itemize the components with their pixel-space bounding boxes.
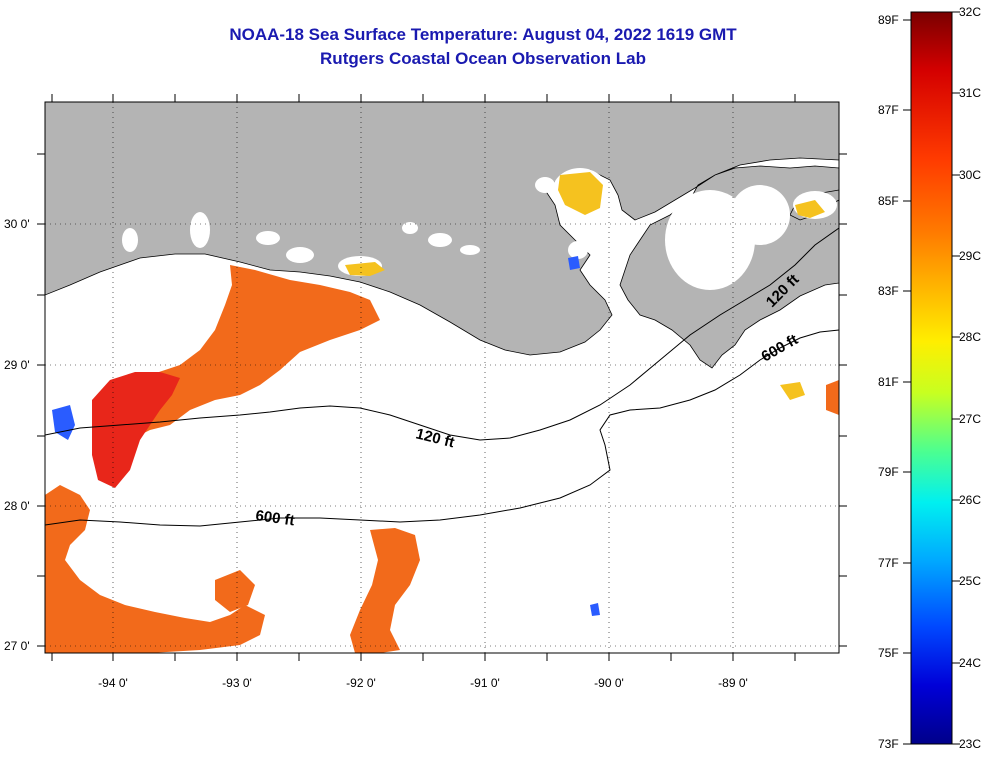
cb-label-73f: 73F xyxy=(878,737,899,751)
contour-label-600ft: 600 ft xyxy=(254,507,295,529)
lon-label-92: -92 0' xyxy=(346,676,376,690)
lon-label-93: -93 0' xyxy=(222,676,252,690)
lat-label-30: 30 0' xyxy=(4,217,30,231)
tick-marks xyxy=(37,94,847,661)
cb-label-77f: 77F xyxy=(878,556,899,570)
cb-label-89f: 89F xyxy=(878,13,899,27)
lat-label-27: 27 0' xyxy=(4,639,30,653)
cb-label-23c: 23C xyxy=(959,737,981,751)
sst-patches xyxy=(45,172,839,653)
cb-label-87f: 87F xyxy=(878,103,899,117)
cb-label-83f: 83F xyxy=(878,284,899,298)
graticule xyxy=(45,102,839,653)
lon-label-90: -90 0' xyxy=(594,676,624,690)
chart-title: NOAA-18 Sea Surface Temperature: August … xyxy=(229,25,737,44)
cb-label-31c: 31C xyxy=(959,86,981,100)
map-frame xyxy=(44,101,840,654)
cb-label-85f: 85F xyxy=(878,194,899,208)
cb-label-28c: 28C xyxy=(959,330,981,344)
lon-label-94: -94 0' xyxy=(98,676,128,690)
cb-label-24c: 24C xyxy=(959,656,981,670)
contour-600ft xyxy=(45,329,839,527)
lat-label-29: 29 0' xyxy=(4,358,30,372)
cb-label-30c: 30C xyxy=(959,168,981,182)
chart-subtitle: Rutgers Coastal Ocean Observation Lab xyxy=(320,49,646,68)
colorbar xyxy=(910,11,953,745)
cb-label-25c: 25C xyxy=(959,574,981,588)
cb-label-79f: 79F xyxy=(878,465,899,479)
cb-label-81f: 81F xyxy=(878,375,899,389)
cb-label-75f: 75F xyxy=(878,646,899,660)
colorbar-ticks xyxy=(903,11,960,745)
cb-label-32c: 32C xyxy=(959,5,981,19)
contour-120ft xyxy=(45,227,839,441)
lon-label-89: -89 0' xyxy=(718,676,748,690)
lon-label-91: -91 0' xyxy=(470,676,500,690)
cb-label-26c: 26C xyxy=(959,493,981,507)
cb-label-27c: 27C xyxy=(959,412,981,426)
lat-label-28: 28 0' xyxy=(4,499,30,513)
cb-label-29c: 29C xyxy=(959,249,981,263)
